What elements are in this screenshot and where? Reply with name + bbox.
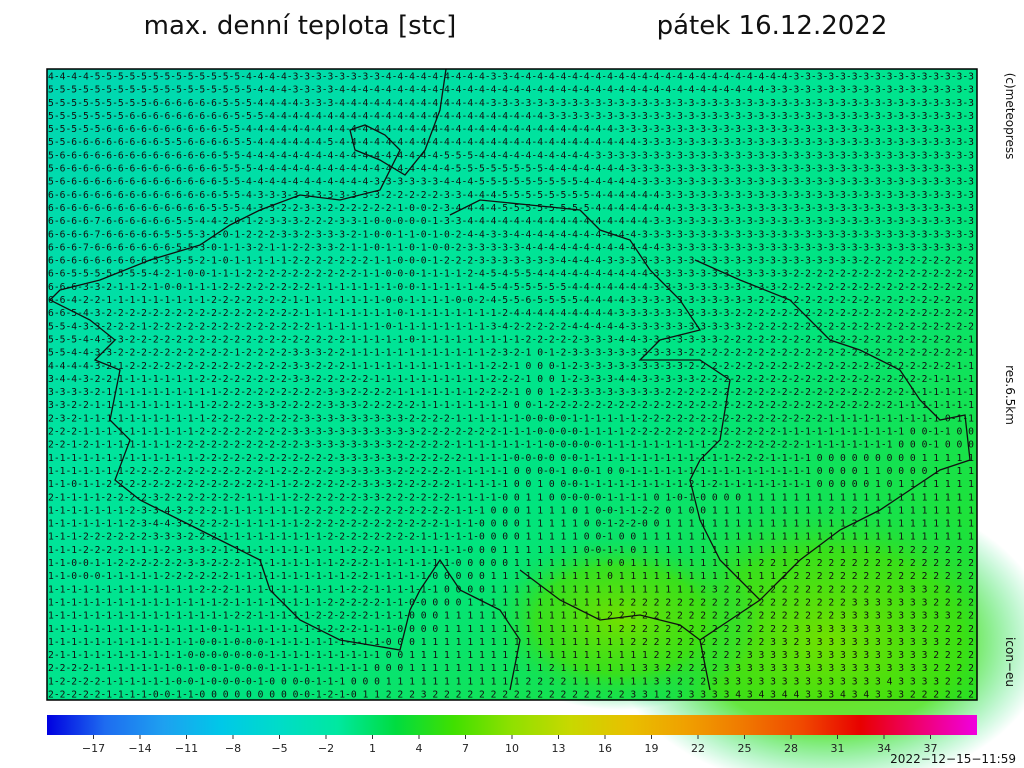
grid-row: 6-6-6-6-7-6-6-6-6-6-5-5-5-3-1-0-1-2-2-2-… <box>48 229 974 240</box>
grid-row: 1-1-1-2-2-2-2-2-2-3-3-3-2-2-2-1-1-1-1-1-… <box>48 532 974 543</box>
coastlines <box>48 68 971 691</box>
colorbar-tick-label: 19 <box>645 742 659 755</box>
grid-row: 2-2-1-2-1-1-1-1-1-1-1-2-2-2-2-2-2-2-2-2-… <box>48 440 974 451</box>
grid-row: 3-4-4-3-2-2-1-1-1-1-1-1-1-2-2-2-2-2-2-2-… <box>48 374 974 385</box>
colorbar-tick-label: 4 <box>416 742 423 755</box>
grid-row: 2-1-1-1-1-1-1-1-1-1-1-1-0-0-0-0-0-0-0-1-… <box>48 650 974 661</box>
timestamp: 2022−12−15−11:59 <box>890 752 1016 766</box>
colorbar-scale <box>47 715 977 735</box>
grid-row: 1-1-1-1-1-1-1-1-1-1-1-1-1-2-2-2-1-1-1-1-… <box>48 584 974 595</box>
map-date: pátek 16.12.2022 <box>657 11 888 41</box>
grid-row: 5-6-6-6-6-6-6-6-6-6-6-6-6-6-6-5-5-5-4-4-… <box>48 164 974 175</box>
grid-row: 5-5-6-6-6-6-6-6-6-6-5-5-6-6-6-6-5-5-4-4-… <box>48 137 974 148</box>
map-area: 4-4-4-4-5-5-5-5-5-5-5-5-5-5-5-5-5-4-4-4-… <box>46 68 1024 768</box>
colorbar-tick-label: 7 <box>462 742 469 755</box>
grid-row: 1-1-1-1-1-1-1-1-1-1-1-1-1-1-0-1-1-1-1-1-… <box>48 624 974 635</box>
grid-row: 5-6-6-6-6-6-6-6-6-6-6-6-6-6-6-5-5-4-4-4-… <box>48 150 974 161</box>
colorbar-tick-label: −8 <box>225 742 241 755</box>
grid-row: 1-1-1-1-1-1-1-2-3-3-4-3-2-2-2-1-1-1-1-1-… <box>48 505 974 516</box>
grid-row: 1-1-1-1-1-1-1-1-1-1-1-1-1-1-1-1-2-2-1-1-… <box>48 611 974 622</box>
grid-row: 5-5-5-4-4-3-3-2-2-2-2-2-2-2-2-2-2-2-2-2-… <box>48 334 974 345</box>
colorbar-tick-label: 25 <box>738 742 752 755</box>
grid-row: 6-6-6-3-3-2-1-1-2-1-0-0-1-1-1-2-2-2-2-2-… <box>48 282 974 293</box>
grid-row: 2-1-1-1-1-2-2-2-2-3-2-2-2-2-2-2-2-1-1-1-… <box>48 492 974 503</box>
grid-row: 2-2-2-1-1-1-1-1-1-1-1-1-1-2-2-2-2-2-2-2-… <box>48 427 974 438</box>
colorbar-tick-label: −14 <box>128 742 151 755</box>
grid-row: 1-1-1-2-2-2-2-1-1-1-2-3-3-3-2-1-1-1-1-1-… <box>48 545 974 556</box>
grid-row: 3-3-2-2-1-1-1-1-1-1-1-1-1-1-2-2-2-2-3-3-… <box>48 400 974 411</box>
grid-row: 1-1-0-0-1-1-2-2-2-2-2-2-3-3-2-2-2-1-1-1-… <box>48 558 974 569</box>
grid-row: 6-6-5-4-3-2-2-2-2-2-2-2-2-2-2-2-2-2-2-2-… <box>48 308 974 319</box>
grid-row: 1-2-2-2-2-1-1-1-1-1-1-0-0-1-0-0-0-0-1-0 … <box>48 676 974 687</box>
colorbar-tick-label: 1 <box>369 742 376 755</box>
grid-row: 1-1-1-1-1-1-1-1-1-1-1-1-1-1-1-2-1-1-1-1-… <box>48 597 974 608</box>
value-grid: 4-4-4-4-5-5-5-5-5-5-5-5-5-5-5-5-5-4-4-4-… <box>48 72 974 701</box>
grid-row: 5-5-4-4-3-3-2-2-2-2-2-2-2-2-2-2-1-2-2-2-… <box>48 348 974 359</box>
grid-row: 6-6-6-7-6-6-6-6-6-6-6-5-5-3-0-1-1-3-2-1-… <box>48 242 974 253</box>
colorbar-tick-label: −5 <box>271 742 287 755</box>
grid-row: 1-1-1-1-1-1-1-1-1-1-1-1-1-2-2-2-2-2-2-2-… <box>48 453 974 464</box>
grid-row: 1-1-0-1-1-2-2-2-2-2-2-2-2-2-2-2-2-2-2-1-… <box>48 479 974 490</box>
colorbar-tick-label: 22 <box>691 742 705 755</box>
grid-row: 2-3-2-1-1-1-1-1-1-1-1-1-1-1-2-2-2-2-2-2-… <box>48 413 974 424</box>
grid-row: 6-6-6-6-6-6-6-6-6-5-5-5-5-2-1-0-1-1-1-1-… <box>48 256 974 267</box>
grid-row: 5-5-5-5-5-5-5-5-5-6-6-6-6-6-6-5-5-5-4-4-… <box>48 98 974 109</box>
grid-row: 5-5-5-5-5-5-5-5-5-5-5-5-5-5-5-5-5-5-4-4-… <box>48 85 974 96</box>
grid-row: 6-6-6-6-7-6-6-6-6-6-6-5-5-4-4-2-0-1-2-3-… <box>48 216 974 227</box>
grid-row: 5-5-5-5-5-5-5-6-6-6-6-6-6-6-6-6-5-5-5-4-… <box>48 111 974 122</box>
colorbar-tick-label: 34 <box>877 742 891 755</box>
grid-row: 2-2-2-2-2-1-1-1-1-0-0-1-1-0 0 0 0 0 0 0 … <box>48 690 974 701</box>
map-title: max. denní teplota [stc] <box>144 11 457 41</box>
colorbar-tick-label: 37 <box>924 742 938 755</box>
grid-row: 5-5-5-5-5-6-6-6-6-6-6-6-6-6-6-5-5-4-4-4-… <box>48 124 974 135</box>
grid-row: 6-6-5-5-5-5-5-5-5-4-2-1-0-0-1-1-1-2-2-2-… <box>48 269 974 280</box>
colorbar-tick-label: 13 <box>552 742 566 755</box>
colorbar-tick-label: −11 <box>175 742 198 755</box>
grid-row: 6-6-6-6-6-6-6-6-6-6-6-6-6-6-5-5-5-4-3-3-… <box>48 203 974 214</box>
colorbar-tick-label: 28 <box>784 742 798 755</box>
grid-row: 4-4-4-4-5-5-5-5-5-5-5-5-5-5-5-5-5-4-4-4-… <box>48 72 974 83</box>
colorbar-tick-label: 10 <box>505 742 519 755</box>
grid-row: 5-6-6-6-6-6-6-6-6-6-6-6-6-6-6-5-5-4-4-4-… <box>48 177 974 188</box>
grid-row: 4-4-4-4-3-2-1-2-2-2-2-2-2-2-2-2-2-2-2-2-… <box>48 361 974 372</box>
warm-zone <box>480 530 760 710</box>
grid-row: 6-6-4-2-2-1-1-1-1-1-1-1-1-1-2-2-2-2-2-2-… <box>48 295 974 306</box>
grid-row: 1-1-1-1-1-1-1-2-3-4-4-3-2-2-2-2-1-1-1-1-… <box>48 519 974 530</box>
colorbar-tick-label: 31 <box>831 742 845 755</box>
colorbar-tick-label: 16 <box>598 742 612 755</box>
model-label: icon−eu <box>1003 637 1017 687</box>
map-frame <box>46 68 978 701</box>
grid-row: 6-6-6-6-6-6-6-6-6-6-6-6-6-6-6-5-5-4-3-3-… <box>48 190 974 201</box>
grid-row: 2-2-2-2-1-1-1-1-1-1-1-0-1-0-0-1-0-0-0-1-… <box>48 663 974 674</box>
credit-label: (c)meteopress <box>1003 73 1017 160</box>
resolution-label: res.6.5km <box>1003 365 1017 425</box>
colorbar-tick-label: −2 <box>318 742 334 755</box>
grid-row: 1-1-1-1-1-1-1-2-2-2-2-2-2-2-2-2-2-2-2-1-… <box>48 466 974 477</box>
grid-row: 1-1-1-1-1-1-1-1-1-1-1-1-1-0-0-1-0-0-0-1-… <box>48 637 974 648</box>
grid-row: 1-1-0-0-0-1-1-1-1-1-2-2-2-2-2-2-1-1-1-1-… <box>48 571 974 582</box>
colorbar-tick-label: −17 <box>82 742 105 755</box>
grid-row: 3-3-3-3-2-1-1-1-1-1-1-1-1-1-1-2-2-2-2-2-… <box>48 387 974 398</box>
grid-row: 5-5-4-3-3-2-2-2-1-2-2-2-2-2-2-2-2-2-2-2-… <box>48 321 974 332</box>
colorbar: −17 −14 −11 −8 −5 −2 1 4 7 10 13 16 19 22 25 28 31 34 37 <box>47 715 977 755</box>
